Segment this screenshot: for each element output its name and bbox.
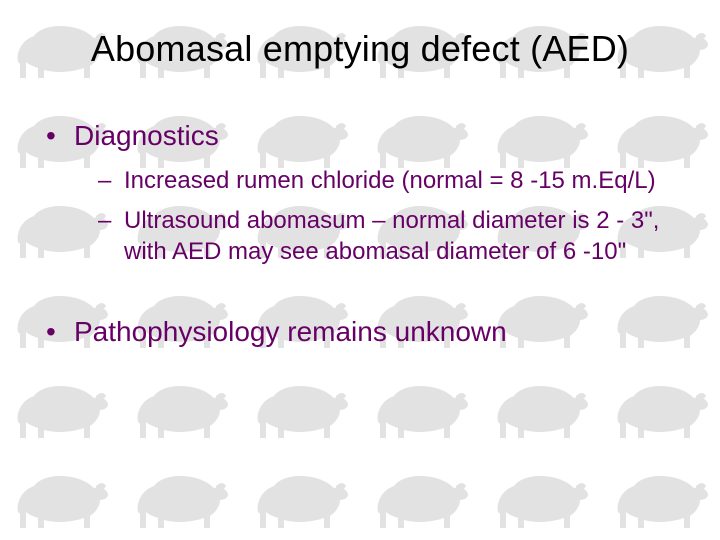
- bullet-l1: Pathophysiology remains unknown: [44, 314, 684, 349]
- bullet-list: Pathophysiology remains unknown: [36, 314, 684, 349]
- bullet-sublist: Increased rumen chloride (normal = 8 -15…: [74, 165, 684, 268]
- bullet-l1-text: Pathophysiology remains unknown: [74, 316, 507, 347]
- bullet-l1-text: Diagnostics: [74, 120, 219, 151]
- bullet-l1: Diagnostics Increased rumen chloride (no…: [44, 118, 684, 268]
- spacer: [36, 296, 684, 314]
- slide-content: Abomasal emptying defect (AED) Diagnosti…: [0, 0, 720, 349]
- slide: Abomasal emptying defect (AED) Diagnosti…: [0, 0, 720, 540]
- bullet-list: Diagnostics Increased rumen chloride (no…: [36, 118, 684, 268]
- slide-title: Abomasal emptying defect (AED): [36, 28, 684, 70]
- bullet-l2: Increased rumen chloride (normal = 8 -15…: [98, 165, 684, 197]
- bullet-l2: Ultrasound abomasum – normal diameter is…: [98, 205, 684, 268]
